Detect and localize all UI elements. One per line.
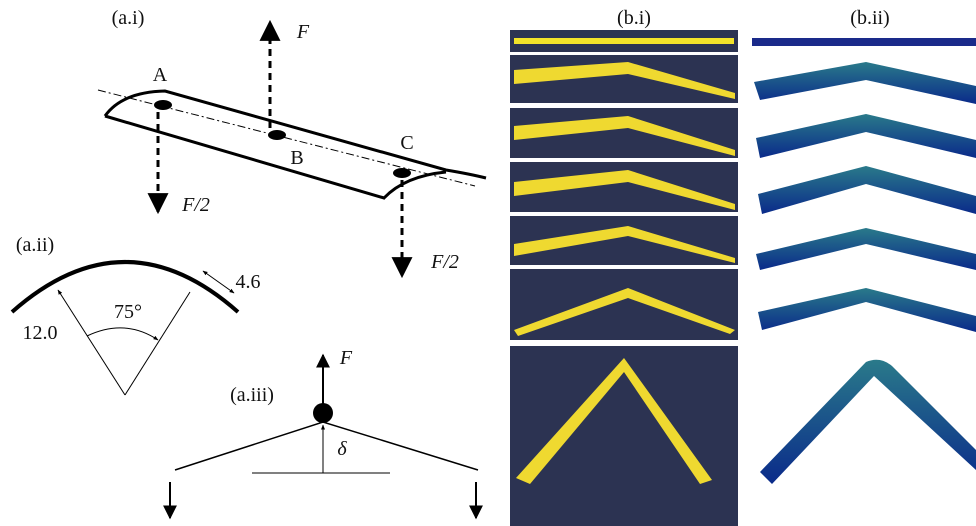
force-label: F/2	[430, 251, 459, 273]
angle-arc	[87, 328, 158, 340]
force-label: F	[296, 21, 310, 43]
simulation	[756, 228, 976, 270]
photo-column	[510, 30, 738, 526]
force-label: F/2	[181, 194, 210, 216]
point	[154, 100, 172, 110]
panel-label: (a.ii)	[16, 234, 54, 256]
force-label: F	[339, 347, 353, 369]
photo-strip	[514, 38, 734, 44]
point-label: C	[400, 132, 413, 154]
angle-label: 75°	[114, 301, 142, 323]
simulation	[756, 114, 976, 158]
point	[393, 168, 411, 178]
load-point	[313, 403, 333, 423]
point-label: A	[153, 64, 168, 86]
point-label: B	[290, 147, 303, 169]
radius-label: 12.0	[23, 322, 58, 344]
photo	[510, 346, 738, 526]
simulation	[754, 62, 976, 104]
simulation	[760, 360, 976, 484]
beam	[175, 422, 478, 470]
panel-label: (a.iii)	[230, 384, 274, 406]
panel-label: (b.i)	[617, 7, 651, 29]
point	[268, 130, 286, 140]
simulation-column	[752, 38, 976, 484]
panel-label: (b.ii)	[850, 7, 889, 29]
figure: (a.i) A B C F F/2 F/2 (a.ii) 75° 12.0 4.…	[0, 0, 976, 526]
simulation	[758, 288, 976, 332]
simulation	[752, 38, 976, 46]
thickness-label: 4.6	[236, 271, 261, 293]
panel-label: (a.i)	[112, 7, 145, 29]
simulation	[758, 166, 976, 214]
deflection-label: δ	[337, 438, 347, 460]
photo	[510, 269, 738, 340]
